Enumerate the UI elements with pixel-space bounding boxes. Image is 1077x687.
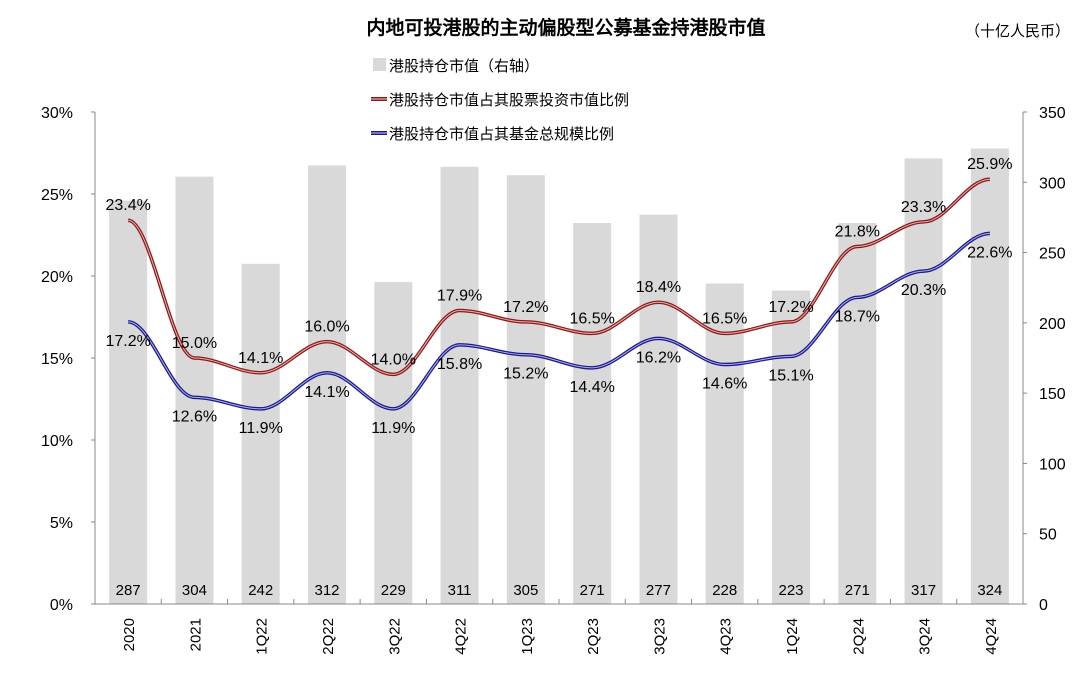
bar-value-label: 223 bbox=[778, 582, 803, 599]
chart-title: 内地可投港股的主动偏股型公募基金持港股市值 bbox=[366, 16, 765, 39]
series-line-inner-1 bbox=[128, 178, 990, 375]
bar-4Q22 bbox=[440, 166, 479, 604]
bar-value-label: 287 bbox=[116, 582, 141, 599]
bar-value-label: 304 bbox=[182, 582, 207, 599]
series-2-data-label: 16.2% bbox=[636, 349, 681, 366]
x-tick-label: 1Q24 bbox=[784, 618, 801, 655]
series-2-data-label: 12.6% bbox=[172, 408, 217, 425]
right-tick-label: 250 bbox=[1039, 246, 1066, 263]
series-1-data-label: 14.1% bbox=[238, 350, 283, 367]
bar-3Q23 bbox=[639, 214, 678, 605]
series-2-data-label: 18.7% bbox=[835, 308, 880, 325]
series-2-data-label: 14.1% bbox=[304, 384, 349, 401]
bar-value-label: 311 bbox=[448, 582, 472, 599]
bar-value-label: 242 bbox=[248, 582, 273, 599]
series-2-data-label: 11.9% bbox=[239, 420, 283, 437]
x-tick-label: 3Q22 bbox=[386, 618, 403, 655]
x-tick-label: 4Q23 bbox=[718, 618, 735, 655]
bar-1Q23 bbox=[506, 175, 545, 604]
left-tick-label: 0% bbox=[50, 597, 73, 614]
series-2-data-label: 14.6% bbox=[702, 376, 747, 393]
left-tick-label: 10% bbox=[41, 433, 73, 450]
bar-value-label: 317 bbox=[911, 582, 936, 599]
bar-4Q24 bbox=[970, 148, 1009, 604]
bar-2Q22 bbox=[308, 165, 346, 604]
bar-3Q22 bbox=[374, 282, 413, 604]
series-1-data-label: 16.5% bbox=[569, 310, 614, 327]
right-tick-label: 0 bbox=[1039, 597, 1048, 614]
x-tick-label: 1Q23 bbox=[519, 618, 536, 655]
series-1-data-label: 23.3% bbox=[901, 199, 946, 216]
x-tick-label: 2021 bbox=[187, 618, 204, 651]
right-tick-label: 350 bbox=[1039, 105, 1066, 122]
right-tick-label: 50 bbox=[1039, 527, 1057, 544]
bar-4Q23 bbox=[705, 283, 744, 604]
series-1-data-label: 17.2% bbox=[768, 299, 813, 316]
left-tick-label: 5% bbox=[50, 515, 73, 532]
bar-value-label: 324 bbox=[977, 582, 1002, 599]
legend-bar-label: 港股持仓市值（右轴） bbox=[389, 58, 539, 75]
unit-label: （十亿人民币） bbox=[965, 23, 1070, 40]
bar-2Q23 bbox=[573, 223, 612, 604]
bar-value-label: 271 bbox=[580, 582, 605, 599]
bar-value-label: 305 bbox=[513, 582, 538, 599]
x-tick-label: 4Q24 bbox=[983, 618, 1000, 655]
series-2-data-label: 15.1% bbox=[768, 367, 813, 384]
series-1-data-label: 17.2% bbox=[503, 299, 548, 316]
bar-value-label: 228 bbox=[712, 582, 737, 599]
bar-1Q22 bbox=[241, 263, 280, 604]
bar-value-label: 277 bbox=[646, 582, 671, 599]
x-tick-label: 2020 bbox=[121, 618, 138, 651]
legend: 港股持仓市值（右轴） 港股持仓市值占其股票投资市值比例 港股持仓市值占其基金总规… bbox=[371, 58, 629, 143]
series-line-inner-2 bbox=[128, 232, 990, 410]
bar-value-label: 271 bbox=[845, 582, 870, 599]
bar-value-label: 312 bbox=[314, 582, 339, 599]
series-1-data-label: 17.9% bbox=[437, 287, 482, 304]
series-2-data-label: 20.3% bbox=[901, 282, 946, 299]
x-tick-label: 3Q23 bbox=[651, 618, 668, 655]
bar-2Q24 bbox=[838, 223, 877, 604]
bar-2020 bbox=[109, 200, 148, 604]
left-tick-label: 15% bbox=[41, 351, 73, 368]
series-1-data-label: 14.0% bbox=[371, 351, 416, 368]
series-1-data-label: 18.4% bbox=[636, 279, 681, 296]
right-tick-label: 300 bbox=[1039, 175, 1066, 192]
series-1-data-label: 16.0% bbox=[304, 319, 349, 336]
x-tick-label: 4Q22 bbox=[453, 618, 470, 655]
x-tick-label: 2Q24 bbox=[850, 618, 867, 655]
series-1-data-label: 21.8% bbox=[835, 223, 880, 240]
series-2-data-label: 11.9% bbox=[371, 420, 415, 437]
series-2-data-label: 15.8% bbox=[437, 356, 482, 373]
series-1-data-label: 23.4% bbox=[105, 197, 150, 214]
series-2-data-label: 14.4% bbox=[569, 379, 614, 396]
right-tick-label: 200 bbox=[1039, 316, 1066, 333]
legend-bar-swatch bbox=[373, 58, 386, 71]
series-1-data-label: 25.9% bbox=[967, 156, 1012, 173]
right-tick-label: 100 bbox=[1039, 456, 1066, 473]
left-tick-label: 30% bbox=[41, 105, 73, 122]
x-tick-label: 2Q23 bbox=[585, 618, 602, 655]
left-tick-label: 25% bbox=[41, 187, 73, 204]
bar-1Q24 bbox=[772, 290, 810, 604]
left-tick-label: 20% bbox=[41, 269, 73, 286]
series-2-data-label: 15.2% bbox=[503, 366, 548, 383]
legend-red-label: 港股持仓市值占其股票投资市值比例 bbox=[389, 92, 629, 109]
x-tick-label: 1Q22 bbox=[254, 618, 271, 655]
series-2-data-label: 22.6% bbox=[967, 244, 1012, 261]
x-tick-label: 2Q22 bbox=[320, 618, 337, 655]
x-tick-label: 3Q24 bbox=[917, 618, 934, 655]
series-2-data-label: 17.2% bbox=[105, 333, 150, 350]
series-1-data-label: 16.5% bbox=[702, 310, 747, 327]
bar-value-label: 229 bbox=[381, 582, 406, 599]
legend-blue-label: 港股持仓市值占其基金总规模比例 bbox=[389, 126, 614, 143]
bar-3Q24 bbox=[904, 158, 943, 605]
right-tick-label: 150 bbox=[1039, 386, 1066, 403]
series-1-data-label: 15.0% bbox=[172, 335, 217, 352]
